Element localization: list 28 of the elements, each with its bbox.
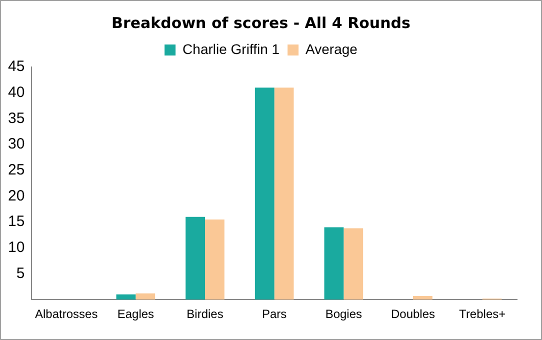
x-tick-label: Albatrosses [35,307,98,322]
y-tick-label: 20 [8,187,25,204]
bar [274,88,294,300]
bar [136,293,156,300]
bar [186,216,206,300]
y-tick-label: 10 [8,239,25,256]
x-tick-label: Bogies [325,307,362,322]
y-tick-label: 5 [16,264,25,282]
x-tick-label: Trebles+ [459,307,506,322]
bar [324,227,344,300]
x-tick-label: Doubles [390,307,436,322]
legend-label: Charlie Griffin 1 [182,40,280,57]
bar [205,219,224,300]
y-tick-label: 15 [8,213,25,230]
y-tick-label: 25 [8,162,25,179]
bar [344,228,364,300]
bar [116,294,136,300]
bar [254,88,274,300]
y-tick-label: 40 [8,84,25,101]
y-tick-label: 30 [8,136,25,153]
x-tick-label: Pars [262,307,287,322]
y-tick-label: 35 [8,110,25,127]
x-tick-label: Birdies [186,307,224,322]
bar [413,296,432,300]
x-tick-label: Eagles [117,307,154,322]
y-tick-label: 45 [8,58,25,76]
chart-title: Breakdown of scores - All 4 Rounds [112,14,411,32]
legend-label: Average [306,40,358,57]
